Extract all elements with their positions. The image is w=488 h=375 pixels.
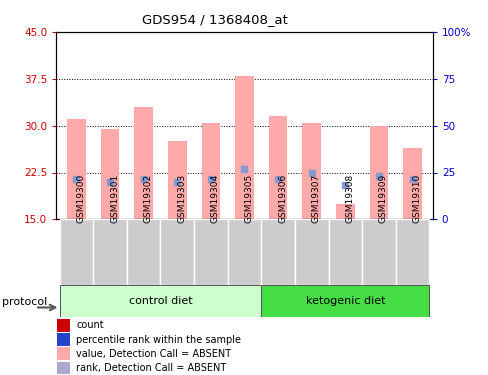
Text: ketogenic diet: ketogenic diet [305,296,385,306]
Bar [93,219,126,285]
Bar [294,219,328,285]
Bar [60,219,93,285]
Bar [227,219,261,285]
Bar [57,362,70,374]
Bar [101,129,119,219]
Bar [268,116,287,219]
Bar [67,119,85,219]
Bar [261,285,428,317]
Text: value, Detection Call = ABSENT: value, Detection Call = ABSENT [76,349,231,358]
Text: GSM19306: GSM19306 [278,173,286,223]
Text: GSM19304: GSM19304 [210,174,220,223]
Text: protocol: protocol [2,297,48,307]
Text: GSM19309: GSM19309 [378,173,387,223]
Text: GSM19305: GSM19305 [244,173,253,223]
Bar [335,204,354,219]
Bar [369,126,387,219]
Bar [160,219,194,285]
Bar [201,123,220,219]
Bar [328,219,362,285]
Text: GSM19310: GSM19310 [412,173,421,223]
Bar [194,219,227,285]
Text: control diet: control diet [128,296,192,306]
Bar [395,219,428,285]
Text: GSM19302: GSM19302 [143,174,152,223]
Text: GSM19303: GSM19303 [177,173,186,223]
Bar [302,123,320,219]
Bar [134,107,153,219]
Bar [261,219,294,285]
Bar [57,320,70,332]
Text: rank, Detection Call = ABSENT: rank, Detection Call = ABSENT [76,363,226,373]
Text: GSM19308: GSM19308 [345,173,354,223]
Bar [168,141,186,219]
Text: GDS954 / 1368408_at: GDS954 / 1368408_at [142,13,287,26]
Bar [126,219,160,285]
Text: GSM19300: GSM19300 [76,173,85,223]
Bar [57,333,70,346]
Text: percentile rank within the sample: percentile rank within the sample [76,334,241,345]
Bar [235,76,253,219]
Bar [362,219,395,285]
Bar [57,347,70,360]
Text: GSM19307: GSM19307 [311,173,320,223]
Text: GSM19301: GSM19301 [110,173,119,223]
Text: count: count [76,321,103,330]
Bar [403,147,421,219]
Bar [60,285,261,317]
